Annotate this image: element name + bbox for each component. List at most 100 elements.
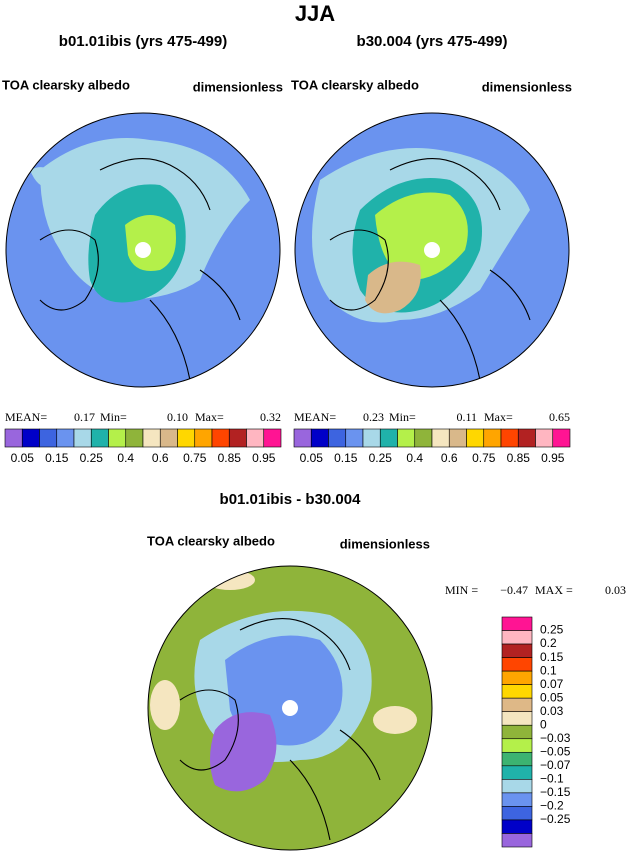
colorbar-label: 0.25 [540, 623, 564, 637]
colorbar-label: 0.4 [406, 451, 423, 465]
colorbar-label: −0.1 [540, 772, 564, 786]
figure-title: JJA [295, 1, 335, 26]
colorbar-box [501, 751, 533, 767]
variable-label: TOA clearsky albedo [291, 77, 419, 92]
colorbar-label: 0.07 [540, 677, 564, 691]
colorbar-label: 0.05 [11, 451, 35, 465]
stat-text: Min= [389, 410, 416, 424]
colorbar-box [56, 428, 75, 448]
colorbar-label: −0.05 [540, 744, 571, 758]
units-label: dimensionless [340, 536, 430, 551]
colorbar-box [501, 697, 533, 713]
stat-text: 0.32 [260, 410, 281, 424]
stat-text: 0.10 [167, 410, 188, 424]
map-border [147, 565, 433, 851]
panel-subtitle: b30.004 (yrs 475-499) [357, 33, 508, 50]
colorbar-box [501, 738, 533, 753]
colorbar-box [552, 428, 571, 448]
colorbar-box [345, 428, 364, 448]
colorbar-box [379, 428, 398, 448]
units-label: dimensionless [193, 79, 283, 94]
map [295, 113, 569, 387]
colorbar-box [517, 428, 536, 448]
colorbar-box [483, 428, 502, 448]
stat-text: 0.17 [74, 410, 95, 424]
colorbar-box [501, 643, 533, 658]
colorbar-box [501, 819, 533, 834]
colorbar-label: 0.15 [45, 451, 69, 465]
colorbar-label: 0.1 [540, 663, 557, 677]
colorbar-label: 0.85 [507, 451, 531, 465]
map [6, 113, 280, 387]
colorbar-box [73, 428, 92, 448]
units-label: dimensionless [482, 79, 572, 94]
colorbar-box [397, 428, 416, 448]
colorbar-label: 0.15 [334, 451, 358, 465]
colorbar-label: −0.15 [540, 785, 571, 799]
colorbar-box [159, 428, 178, 448]
colorbar-box [501, 630, 533, 645]
colorbar-label: 0 [540, 717, 547, 731]
colorbar-label: 0.85 [218, 451, 242, 465]
colorbar-box [414, 428, 433, 448]
colorbar-box [293, 428, 312, 448]
stat-text: Min= [100, 410, 127, 424]
colorbar-label: −0.03 [540, 731, 571, 745]
colorbar-box [501, 806, 533, 821]
variable-label: TOA clearsky albedo [2, 77, 130, 92]
colorbar-label: 0.75 [472, 451, 496, 465]
stat-text: 0.23 [363, 410, 384, 424]
stat-text: Max= [195, 410, 224, 424]
colorbar-box [501, 684, 533, 699]
colorbar-box [4, 428, 23, 448]
colorbar-label: 0.03 [540, 704, 564, 718]
colorbar-label: 0.05 [300, 451, 324, 465]
colorbar-box [448, 428, 467, 448]
stat-text: MAX = [535, 583, 573, 597]
colorbar-box [90, 428, 109, 448]
colorbar-label: 0.4 [117, 451, 134, 465]
colorbar-box [501, 616, 533, 631]
stat-text: −0.47 [500, 583, 528, 597]
stat-text: 0.03 [605, 583, 626, 597]
colorbar-box [501, 833, 533, 848]
colorbar-box [125, 428, 144, 448]
colorbar-label: 0.05 [540, 690, 564, 704]
colorbar-label: 0.6 [441, 451, 458, 465]
colorbar-box [466, 428, 485, 448]
colorbar-label: 0.2 [540, 636, 557, 650]
colorbar-box [501, 724, 533, 740]
colorbar-box [142, 428, 161, 448]
panel-subtitle: b01.01ibis (yrs 475-499) [59, 33, 227, 50]
colorbar-label: 0.75 [183, 451, 207, 465]
colorbar-box [108, 428, 127, 448]
colorbar-box [21, 428, 40, 448]
colorbar-box [431, 428, 450, 448]
colorbar-label: 0.25 [369, 451, 393, 465]
colorbar-box [362, 428, 381, 448]
colorbar-box [501, 792, 533, 807]
stat-text: Max= [484, 410, 513, 424]
colorbar-label: 0.15 [540, 650, 564, 664]
stat-text: MEAN= [5, 410, 47, 424]
colorbar-label: 0.95 [252, 451, 276, 465]
colorbar-box [501, 711, 533, 726]
colorbar-box [501, 765, 533, 780]
colorbar-box [310, 428, 329, 448]
stat-text: MEAN= [294, 410, 336, 424]
panel-subtitle: b01.01ibis - b30.004 [220, 491, 362, 508]
colorbar-box [328, 428, 347, 448]
colorbar-box [211, 428, 230, 448]
colorbar-box [228, 428, 247, 448]
colorbar-label: −0.07 [540, 758, 571, 772]
colorbar-box [535, 428, 554, 448]
colorbar-box [263, 428, 282, 448]
colorbar-label: −0.25 [540, 812, 571, 826]
colorbar-box [177, 428, 196, 448]
colorbar-label: 0.6 [152, 451, 169, 465]
colorbar-box [246, 428, 265, 448]
colorbar-box [194, 428, 213, 448]
colorbar-label: 0.25 [80, 451, 104, 465]
colorbar-box [39, 428, 58, 448]
map-border [5, 112, 281, 388]
